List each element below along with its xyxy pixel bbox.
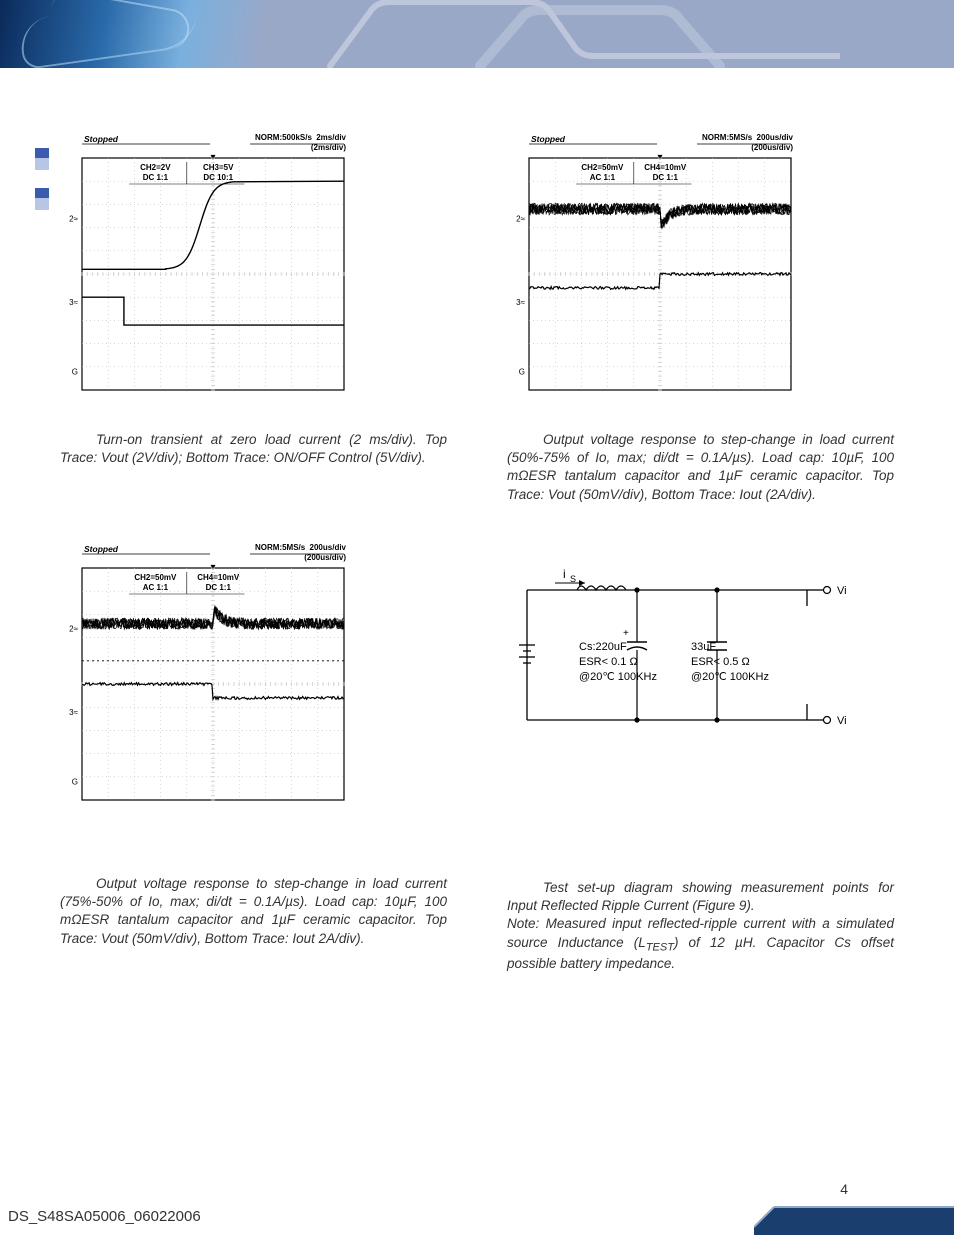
- figure-caption: Test set-up diagram showing measurement …: [507, 879, 894, 973]
- banner-outline-shape: [320, 0, 840, 68]
- caption-text: ESR tantalum capacitor and 1µF ceramic c…: [507, 468, 894, 501]
- svg-text:@20℃ 100KHz: @20℃ 100KHz: [691, 671, 769, 683]
- svg-text:G: G: [519, 367, 525, 376]
- svg-text:DC 1:1: DC 1:1: [143, 173, 169, 182]
- figure-row: StoppedNORM:5MS/s200us/div(200us/div)▾CH…: [60, 540, 894, 973]
- svg-text:AC 1:1: AC 1:1: [590, 173, 616, 182]
- svg-text:@20℃ 100KHz: @20℃ 100KHz: [579, 671, 657, 683]
- svg-text:Vi(+): Vi(+): [837, 585, 847, 597]
- svg-text:CH4=10mV: CH4=10mV: [644, 163, 687, 172]
- svg-text:DC 10:1: DC 10:1: [203, 173, 233, 182]
- svg-text:2≈: 2≈: [69, 214, 78, 223]
- oscilloscope-figure-3: StoppedNORM:5MS/s200us/div(200us/div)▾CH…: [60, 540, 350, 808]
- subscript: TEST: [646, 941, 674, 953]
- figure-caption: Turn-on transient at zero load current (…: [60, 431, 447, 467]
- caption-text: ESR tantalum capacitor and 1µF ceramic c…: [60, 912, 447, 945]
- svg-text:3≈: 3≈: [69, 298, 78, 307]
- figure-cell: StoppedNORM:5MS/s200us/div(200us/div)▾CH…: [60, 540, 447, 973]
- svg-text:i: i: [563, 567, 566, 581]
- svg-text:G: G: [72, 367, 78, 376]
- svg-text:NORM:5MS/s: NORM:5MS/s: [702, 133, 753, 142]
- svg-text:CH4=10mV: CH4=10mV: [197, 573, 240, 582]
- omega-symbol: Ω: [518, 468, 528, 483]
- figure-cell: StoppedNORM:5MS/s200us/div(200us/div)▾CH…: [507, 130, 894, 504]
- oscilloscope-figure-2: StoppedNORM:5MS/s200us/div(200us/div)▾CH…: [507, 130, 797, 398]
- svg-text:33uF: 33uF: [691, 641, 716, 653]
- svg-text:G: G: [72, 777, 78, 786]
- svg-text:200us/div: 200us/div: [757, 133, 794, 142]
- svg-text:Stopped: Stopped: [84, 134, 119, 144]
- svg-text:2≈: 2≈: [69, 624, 78, 633]
- svg-text:CH2=50mV: CH2=50mV: [134, 573, 177, 582]
- figure-cell: StoppedNORM:500kS/s2ms/div(2ms/div)▾CH2=…: [60, 130, 447, 504]
- svg-text:+: +: [623, 628, 629, 639]
- svg-text:NORM:5MS/s: NORM:5MS/s: [255, 543, 306, 552]
- document-id: DS_S48SA05006_06022006: [8, 1208, 201, 1225]
- svg-text:DC 1:1: DC 1:1: [206, 583, 232, 592]
- header-banner: [0, 0, 954, 68]
- svg-text:ESR< 0.5 Ω: ESR< 0.5 Ω: [691, 656, 750, 668]
- footer-wedge: [754, 1185, 954, 1235]
- svg-text:AC 1:1: AC 1:1: [143, 583, 169, 592]
- caption-text: Turn-on transient at zero load current (…: [60, 432, 447, 465]
- svg-text:Cs:220uF: Cs:220uF: [579, 641, 627, 653]
- figure-cell: Vi(+)Vi(-)iS+Cs:220uFESR< 0.1 Ω@20℃ 100K…: [507, 540, 894, 973]
- svg-text:NORM:500kS/s: NORM:500kS/s: [255, 133, 312, 142]
- svg-text:CH2=50mV: CH2=50mV: [581, 163, 624, 172]
- svg-text:200us/div: 200us/div: [310, 543, 347, 552]
- svg-text:2ms/div: 2ms/div: [316, 133, 346, 142]
- figure-caption: Output voltage response to step-change i…: [507, 431, 894, 504]
- svg-text:Stopped: Stopped: [531, 134, 566, 144]
- figure-row: StoppedNORM:500kS/s2ms/div(2ms/div)▾CH2=…: [60, 130, 894, 504]
- svg-text:Vi(-): Vi(-): [837, 715, 847, 727]
- svg-text:CH3=5V: CH3=5V: [203, 163, 234, 172]
- omega-symbol: Ω: [71, 912, 81, 927]
- oscilloscope-figure-1: StoppedNORM:500kS/s2ms/div(2ms/div)▾CH2=…: [60, 130, 350, 398]
- circuit-diagram: Vi(+)Vi(-)iS+Cs:220uFESR< 0.1 Ω@20℃ 100K…: [507, 550, 847, 780]
- page-content: StoppedNORM:500kS/s2ms/div(2ms/div)▾CH2=…: [0, 90, 954, 1009]
- figure-caption: Output voltage response to step-change i…: [60, 875, 447, 948]
- svg-text:ESR< 0.1 Ω: ESR< 0.1 Ω: [579, 656, 638, 668]
- svg-text:3≈: 3≈: [69, 708, 78, 717]
- svg-text:CH2=2V: CH2=2V: [140, 163, 171, 172]
- svg-text:2≈: 2≈: [516, 214, 525, 223]
- svg-text:DC 1:1: DC 1:1: [653, 173, 679, 182]
- svg-text:3≈: 3≈: [516, 298, 525, 307]
- caption-text: Test set-up diagram showing measurement …: [507, 880, 894, 913]
- svg-text:Stopped: Stopped: [84, 544, 119, 554]
